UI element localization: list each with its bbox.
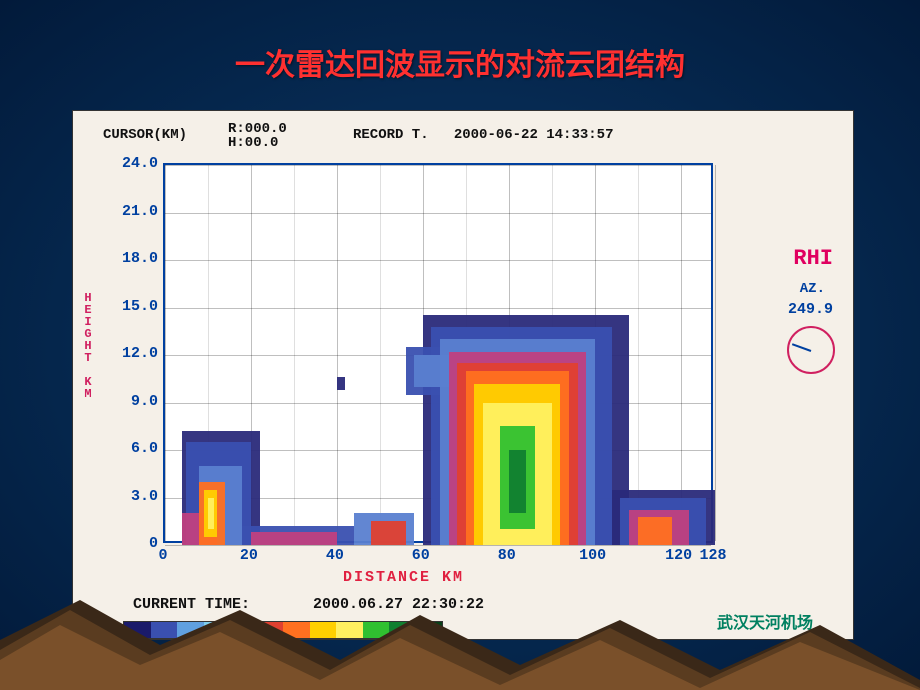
- y-tick-label: 12.0: [108, 345, 158, 362]
- current-time-value: 2000.06.27 22:30:22: [313, 596, 484, 613]
- y-tick-label: 21.0: [108, 203, 158, 220]
- record-label: RECORD T.: [353, 127, 429, 143]
- radar-echo: [337, 377, 346, 390]
- x-tick-label: 60: [401, 547, 441, 564]
- grid-line-horizontal: [165, 213, 711, 214]
- x-tick-label: 40: [315, 547, 355, 564]
- y-tick-label: 15.0: [108, 298, 158, 315]
- azimuth-value: 249.9: [788, 301, 833, 318]
- grid-line-vertical-minor: [294, 165, 295, 541]
- y-tick-label: 3.0: [108, 488, 158, 505]
- grid-line-vertical-minor: [638, 165, 639, 541]
- colorbar-swatch: [177, 622, 204, 638]
- colorbar-swatch: [416, 622, 443, 638]
- cursor-h: H:00.0: [228, 135, 278, 151]
- colorbar-swatch: [204, 622, 231, 638]
- x-tick-label: 0: [143, 547, 183, 564]
- grid-line-vertical: [165, 165, 166, 541]
- grid-line-horizontal: [165, 165, 711, 166]
- colorbar-swatch: [124, 622, 151, 638]
- colorbar-swatch: [363, 622, 390, 638]
- x-tick-label: 128: [693, 547, 733, 564]
- radar-echo: [251, 532, 337, 545]
- radar-echo: [208, 498, 214, 530]
- grid-line-vertical-minor: [380, 165, 381, 541]
- x-axis-label: DISTANCE KM: [343, 569, 464, 586]
- x-tick-label: 100: [573, 547, 613, 564]
- grid-line-vertical: [681, 165, 682, 541]
- grid-line-horizontal: [165, 308, 711, 309]
- colorbar-swatch: [151, 622, 178, 638]
- cursor-label: CURSOR(KM): [103, 127, 187, 143]
- radar-panel: CURSOR(KM) R:000.0 H:00.0 RECORD T. 2000…: [72, 110, 854, 640]
- radar-echo: [638, 517, 672, 546]
- y-tick-label: 24.0: [108, 155, 158, 172]
- azimuth-label: AZ.: [800, 281, 825, 297]
- colorbar-swatch: [310, 622, 337, 638]
- current-time-label: CURRENT TIME:: [133, 596, 250, 613]
- colorbar-swatch: [230, 622, 257, 638]
- slide-title: 一次雷达回波显示的对流云团结构: [0, 0, 920, 104]
- grid-line-horizontal: [165, 545, 711, 546]
- colorbar-swatch: [336, 622, 363, 638]
- y-axis-label: HEIGHT KM: [81, 291, 95, 399]
- grid-line-vertical: [337, 165, 338, 541]
- intensity-colorbar: [123, 621, 443, 639]
- azimuth-indicator: [787, 326, 835, 374]
- y-tick-label: 9.0: [108, 393, 158, 410]
- colorbar-swatch: [283, 622, 310, 638]
- colorbar-swatch: [257, 622, 284, 638]
- radar-echo: [371, 521, 405, 545]
- grid-line-vertical: [715, 165, 716, 541]
- grid-line-horizontal: [165, 260, 711, 261]
- chart-area: [163, 163, 713, 543]
- record-value: 2000-06-22 14:33:57: [454, 127, 614, 143]
- y-tick-label: 6.0: [108, 440, 158, 457]
- x-tick-label: 80: [487, 547, 527, 564]
- radar-echo: [509, 450, 526, 513]
- colorbar-swatch: [389, 622, 416, 638]
- x-tick-label: 20: [229, 547, 269, 564]
- rhi-label: RHI: [793, 246, 833, 271]
- y-tick-label: 18.0: [108, 250, 158, 267]
- record-time: RECORD T. 2000-06-22 14:33:57: [353, 127, 613, 143]
- station-label: 武汉天河机场: [717, 609, 813, 633]
